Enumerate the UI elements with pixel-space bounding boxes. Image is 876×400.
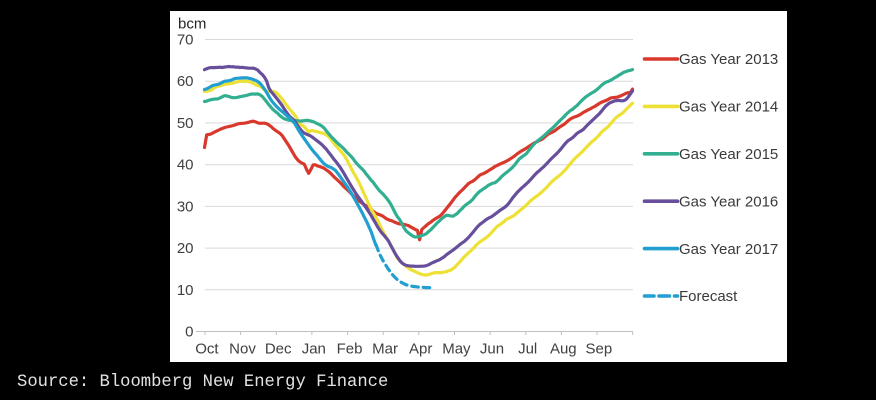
svg-text:Feb: Feb [336, 340, 362, 357]
svg-text:Dec: Dec [264, 340, 291, 357]
svg-text:Forecast: Forecast [679, 288, 738, 305]
svg-text:Sep: Sep [585, 340, 612, 357]
svg-text:20: 20 [176, 240, 193, 257]
svg-text:Gas Year 2013: Gas Year 2013 [679, 51, 778, 68]
svg-text:Oct: Oct [195, 340, 219, 357]
svg-text:10: 10 [176, 281, 193, 298]
svg-text:70: 70 [176, 31, 193, 48]
svg-text:50: 50 [176, 114, 193, 131]
svg-text:Mar: Mar [372, 340, 398, 357]
svg-text:30: 30 [176, 198, 193, 215]
svg-text:Gas Year 2015: Gas Year 2015 [679, 146, 778, 163]
svg-text:Jan: Jan [301, 340, 325, 357]
svg-text:60: 60 [176, 73, 193, 90]
svg-text:Apr: Apr [409, 340, 432, 357]
svg-text:May: May [442, 340, 471, 357]
svg-text:40: 40 [176, 156, 193, 173]
svg-text:Jun: Jun [479, 340, 503, 357]
svg-text:Nov: Nov [229, 340, 256, 357]
svg-text:Gas Year 2017: Gas Year 2017 [679, 240, 778, 257]
svg-text:0: 0 [185, 323, 193, 340]
svg-text:Gas Year 2014: Gas Year 2014 [679, 98, 778, 115]
svg-text:Jul: Jul [518, 340, 537, 357]
svg-text:Gas Year 2016: Gas Year 2016 [679, 193, 778, 210]
svg-text:Aug: Aug [549, 340, 576, 357]
svg-text:bcm: bcm [178, 15, 206, 32]
